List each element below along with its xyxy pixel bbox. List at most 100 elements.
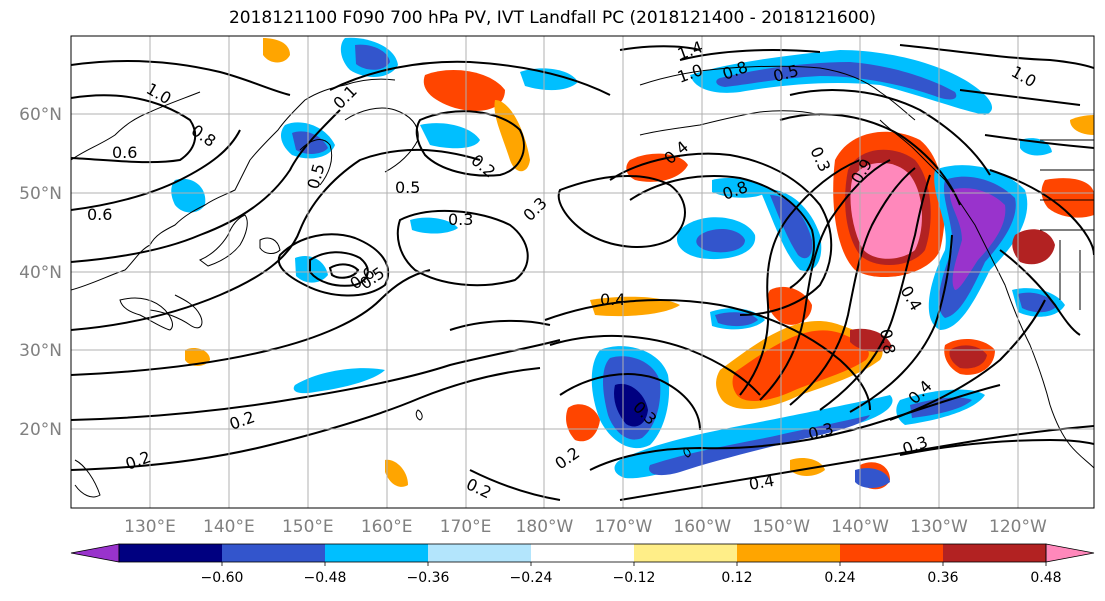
colorbar: −0.60 −0.48 −0.36 −0.24 −0.12 0.12 0.24 0.36 0.4… [70, 543, 1095, 586]
coastline [1049, 404, 1094, 469]
pv-anomaly-region [423, 70, 505, 111]
coastline [879, 119, 1051, 406]
contour-label: 0.3 [448, 210, 473, 229]
colorbar-swatch [943, 544, 1046, 562]
pv-contour [557, 175, 686, 248]
colorbar-extend-low [70, 543, 120, 563]
colorbar-swatch [531, 544, 634, 562]
colorbar-tick-label: −0.12 [613, 570, 656, 586]
coastline [149, 294, 203, 329]
lon-tick-label: 150°W [752, 517, 810, 537]
pv-anomaly-region [410, 217, 458, 234]
pv-contour [589, 384, 1001, 471]
contour-label: 0.4 [600, 290, 625, 309]
colorbar-tick-label: −0.48 [304, 570, 347, 586]
coastline [119, 297, 173, 331]
pv-anomaly-region [716, 62, 957, 100]
pv-contour [739, 159, 861, 396]
pv-anomaly-region [590, 296, 680, 317]
contour-labels: 1.0 0.8 0.6 0.6 0.5 0.5 0.3 0.3 0.2 0.6 … [87, 37, 1040, 502]
colorbar-swatch [325, 544, 428, 562]
pv-contour [999, 249, 1081, 336]
pv-contour [959, 89, 1081, 106]
pv-anomaly-region [949, 345, 987, 369]
lon-tick-label: 130°E [124, 517, 176, 537]
lon-tick-label: 140°E [203, 517, 255, 537]
colorbar-tick-label: −0.60 [201, 570, 244, 586]
pv-anomaly-region [185, 348, 210, 366]
lat-tick-label: 40°N [19, 263, 62, 283]
pv-contour [329, 60, 611, 96]
coastline [74, 459, 101, 498]
pv-anomaly-region [520, 68, 578, 91]
pv-anomaly-region [263, 38, 290, 63]
lon-tick-label: 120°W [989, 517, 1047, 537]
lat-tick-label: 20°N [19, 420, 62, 440]
lat-tick-label: 30°N [19, 341, 62, 361]
pv-contour [789, 167, 916, 406]
colorbar-swatch [119, 544, 222, 562]
pv-contour [328, 263, 360, 279]
pv-anomaly-region [1041, 178, 1094, 218]
pv-contour [71, 59, 291, 96]
pv-contour [984, 134, 1094, 149]
pv-contour [71, 269, 431, 376]
lat-tick-label: 50°N [19, 184, 62, 204]
pv-anomaly-region [385, 459, 408, 487]
pv-anomaly-region [355, 44, 390, 70]
pv-contour [679, 49, 821, 61]
coastline [1059, 240, 1081, 310]
lon-tick-label: 180°W [516, 517, 574, 537]
lon-tick-label: 130°W [910, 517, 968, 537]
colorbar-swatch [634, 544, 737, 562]
coastline [639, 110, 821, 136]
pv-anomaly-region [910, 397, 972, 418]
map-title: 2018121100 F090 700 hPa PV, IVT Landfall… [228, 8, 876, 28]
lon-tick-label: 160°E [361, 517, 413, 537]
pv-anomaly-region [171, 178, 206, 213]
lat-tick-label: 60°N [19, 105, 62, 125]
pv-anomaly-region [1018, 292, 1057, 313]
lon-tick-label: 170°W [595, 517, 653, 537]
pv-contour [71, 339, 561, 421]
colorbar-tick-label: 0.48 [1030, 570, 1061, 586]
pv-contour [544, 299, 871, 411]
pv-contour [71, 148, 481, 331]
pv-contour [309, 251, 369, 287]
colorbar-swatch [840, 544, 943, 562]
pv-contour [619, 45, 701, 51]
pv-contour [559, 373, 701, 431]
pv-anomaly-region [649, 415, 870, 476]
pv-contour [449, 319, 551, 331]
colorbar-extend-high [1045, 543, 1095, 563]
coastline [71, 91, 201, 161]
coastline [344, 107, 419, 173]
pv-contour [619, 425, 1094, 501]
contour-label: 0.8 [876, 327, 899, 355]
pv-anomaly-region [626, 153, 688, 182]
colorbar-tick-label: 0.36 [927, 570, 958, 586]
colorbar-tick-label: −0.24 [510, 570, 553, 586]
coastline [1040, 139, 1094, 231]
pv-anomaly-region [295, 255, 328, 283]
contour-label: 0.5 [395, 178, 420, 197]
pv-contour [989, 169, 1094, 256]
pv-anomaly-region [696, 228, 745, 253]
longitude-axis: 130°E 140°E 150°E 160°E 170°E 180°W 170°W 160°W… [124, 517, 1047, 537]
pv-shading [171, 37, 1094, 490]
pv-contour [71, 94, 197, 164]
pv-contours [71, 44, 1094, 501]
colorbar-swatch [222, 544, 325, 562]
lon-tick-label: 160°W [673, 517, 731, 537]
pv-contour [789, 89, 991, 176]
pv-contour [549, 334, 761, 396]
lon-tick-label: 170°E [440, 517, 492, 537]
latitude-axis: 60°N 50°N 40°N 30°N 20°N [19, 105, 62, 440]
pv-contour [899, 438, 1094, 456]
pv-contour [71, 129, 241, 211]
pv-contour [469, 469, 561, 501]
colorbar-swatch [737, 544, 840, 562]
pv-anomaly-region [1012, 229, 1055, 265]
pv-anomaly-region [293, 368, 385, 394]
